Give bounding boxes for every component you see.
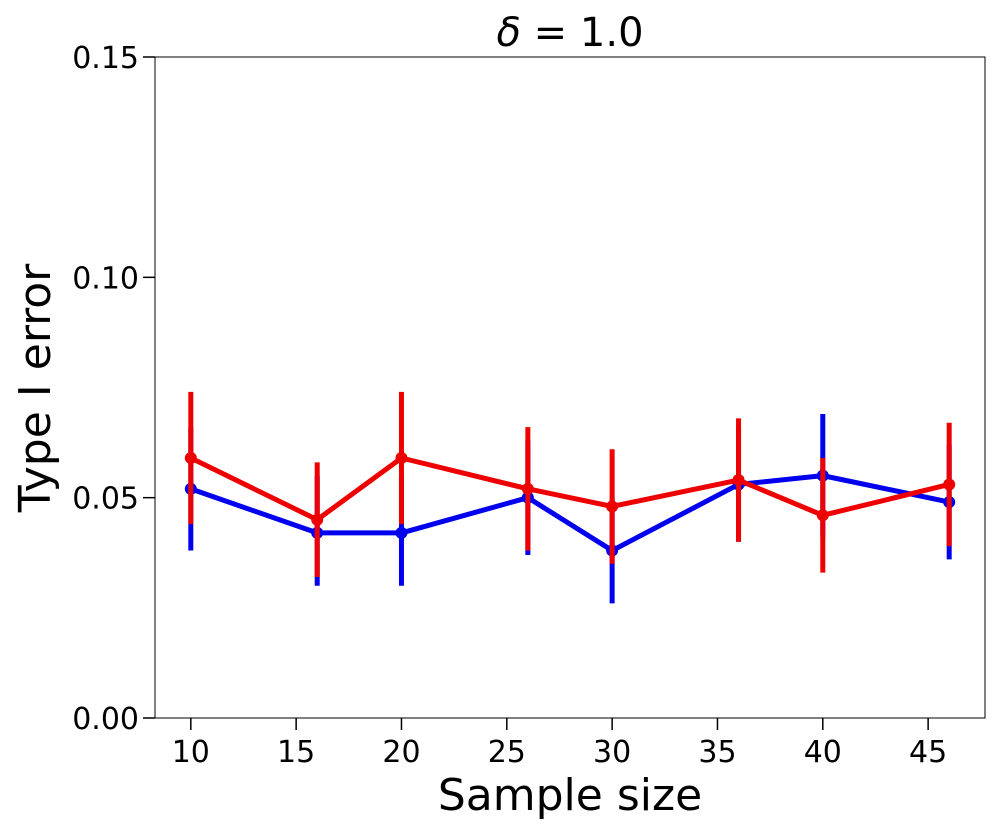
red-series-point bbox=[816, 509, 829, 522]
chart-title-symbol: δ bbox=[496, 10, 520, 56]
x-tick-label: 35 bbox=[698, 735, 736, 770]
x-tick-label: 10 bbox=[172, 735, 210, 770]
red-series bbox=[184, 391, 956, 577]
x-axis-title: Sample size bbox=[438, 770, 702, 821]
red-series-point bbox=[732, 474, 745, 487]
red-series-point bbox=[311, 513, 324, 526]
red-series-point bbox=[521, 482, 534, 495]
red-series-line bbox=[189, 455, 950, 523]
red-series-point bbox=[395, 452, 408, 465]
plot-frame bbox=[154, 56, 986, 719]
blue-series-line bbox=[189, 473, 950, 554]
y-axis-title: Type I error bbox=[10, 263, 61, 513]
y-tick-label: 0.10 bbox=[72, 261, 139, 296]
red-series-point bbox=[943, 478, 956, 491]
x-tick-label: 45 bbox=[909, 735, 947, 770]
y-tick-label: 0.05 bbox=[72, 482, 139, 517]
x-tick-label: 20 bbox=[382, 735, 420, 770]
blue-series-point bbox=[395, 526, 408, 539]
x-tick-label: 30 bbox=[593, 735, 631, 770]
y-tick-label: 0.15 bbox=[72, 41, 139, 76]
x-tick-label: 25 bbox=[488, 735, 526, 770]
chart-title-value: = 1.0 bbox=[521, 10, 644, 56]
chart-title: δ = 1.0 bbox=[496, 10, 643, 56]
x-tick-label: 40 bbox=[804, 735, 842, 770]
x-tick-label: 15 bbox=[277, 735, 315, 770]
red-series-point bbox=[606, 500, 619, 513]
red-series-point bbox=[184, 452, 197, 465]
plot-area: 10 15 20 25 30 35 40 45 0.00 0.05 0.10 0.15 bbox=[72, 41, 986, 770]
y-tick-label: 0.00 bbox=[72, 702, 139, 737]
